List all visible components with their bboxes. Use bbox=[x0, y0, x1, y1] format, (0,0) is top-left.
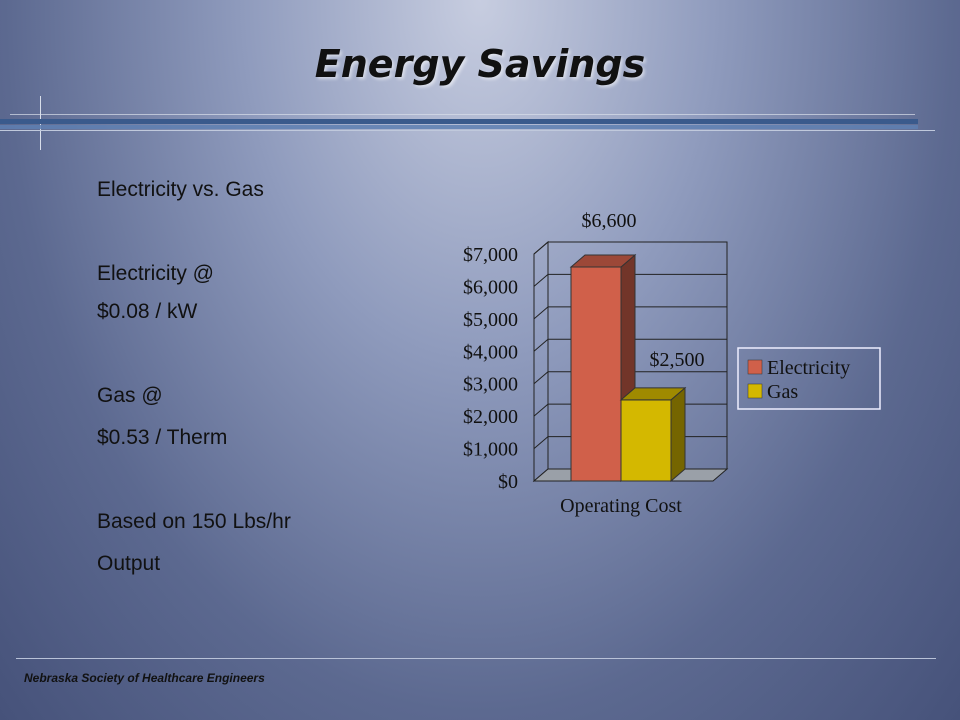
footer-text: Nebraska Society of Healthcare Engineers bbox=[24, 671, 265, 685]
title-rule bbox=[10, 114, 915, 115]
bar-gas-side bbox=[670, 386, 686, 483]
y-tick-label: $6,000 bbox=[463, 276, 518, 298]
legend-label-gas: Gas bbox=[767, 381, 798, 403]
bar-gas-top bbox=[619, 387, 687, 401]
gridline-side bbox=[533, 403, 549, 417]
data-label-gas: $2,500 bbox=[650, 349, 705, 371]
gridline-side bbox=[533, 338, 549, 352]
bullet-item: Gas @ bbox=[97, 384, 163, 407]
title-underline-bar-light bbox=[0, 125, 918, 129]
footer-rule bbox=[16, 658, 936, 659]
x-category-label: Operating Cost bbox=[560, 495, 682, 517]
y-tick-label: $5,000 bbox=[463, 309, 518, 331]
title-underline-bar bbox=[0, 119, 918, 124]
bar-electricity-top bbox=[569, 254, 637, 268]
legend-swatch-gas bbox=[747, 383, 763, 399]
gridline-side bbox=[533, 436, 549, 449]
title-underline-thin bbox=[0, 130, 935, 131]
legend-label-electricity: Electricity bbox=[767, 357, 850, 379]
y-tick-label: $3,000 bbox=[463, 374, 518, 396]
slide-title: Energy Savings bbox=[314, 42, 646, 86]
bar-electricity-front bbox=[570, 266, 622, 482]
y-tick-label: $2,000 bbox=[463, 406, 518, 428]
gridline-side bbox=[533, 306, 549, 320]
bullet-item: Based on 150 Lbs/hr bbox=[97, 510, 291, 533]
bullet-item: Output bbox=[97, 552, 161, 575]
legend-box bbox=[737, 347, 881, 410]
bullet-item: Electricity vs. Gas bbox=[97, 178, 264, 201]
data-label-electricity: $6,600 bbox=[582, 210, 637, 232]
gridline-side bbox=[533, 274, 549, 287]
bullet-item: Electricity @ bbox=[97, 262, 214, 285]
y-tick-label: $0 bbox=[498, 471, 518, 493]
gridline-side bbox=[533, 241, 549, 255]
chart-side-wall bbox=[533, 240, 549, 483]
y-tick-label: $7,000 bbox=[463, 244, 518, 266]
y-tick-label: $1,000 bbox=[463, 439, 518, 461]
legend-swatch-electricity bbox=[747, 359, 763, 375]
bar-gas-front bbox=[620, 399, 672, 482]
bullet-item: $0.53 / Therm bbox=[97, 426, 228, 449]
y-tick-label: $4,000 bbox=[463, 341, 518, 363]
gridline-side bbox=[533, 371, 549, 385]
bullet-item: $0.08 / kW bbox=[97, 300, 198, 323]
